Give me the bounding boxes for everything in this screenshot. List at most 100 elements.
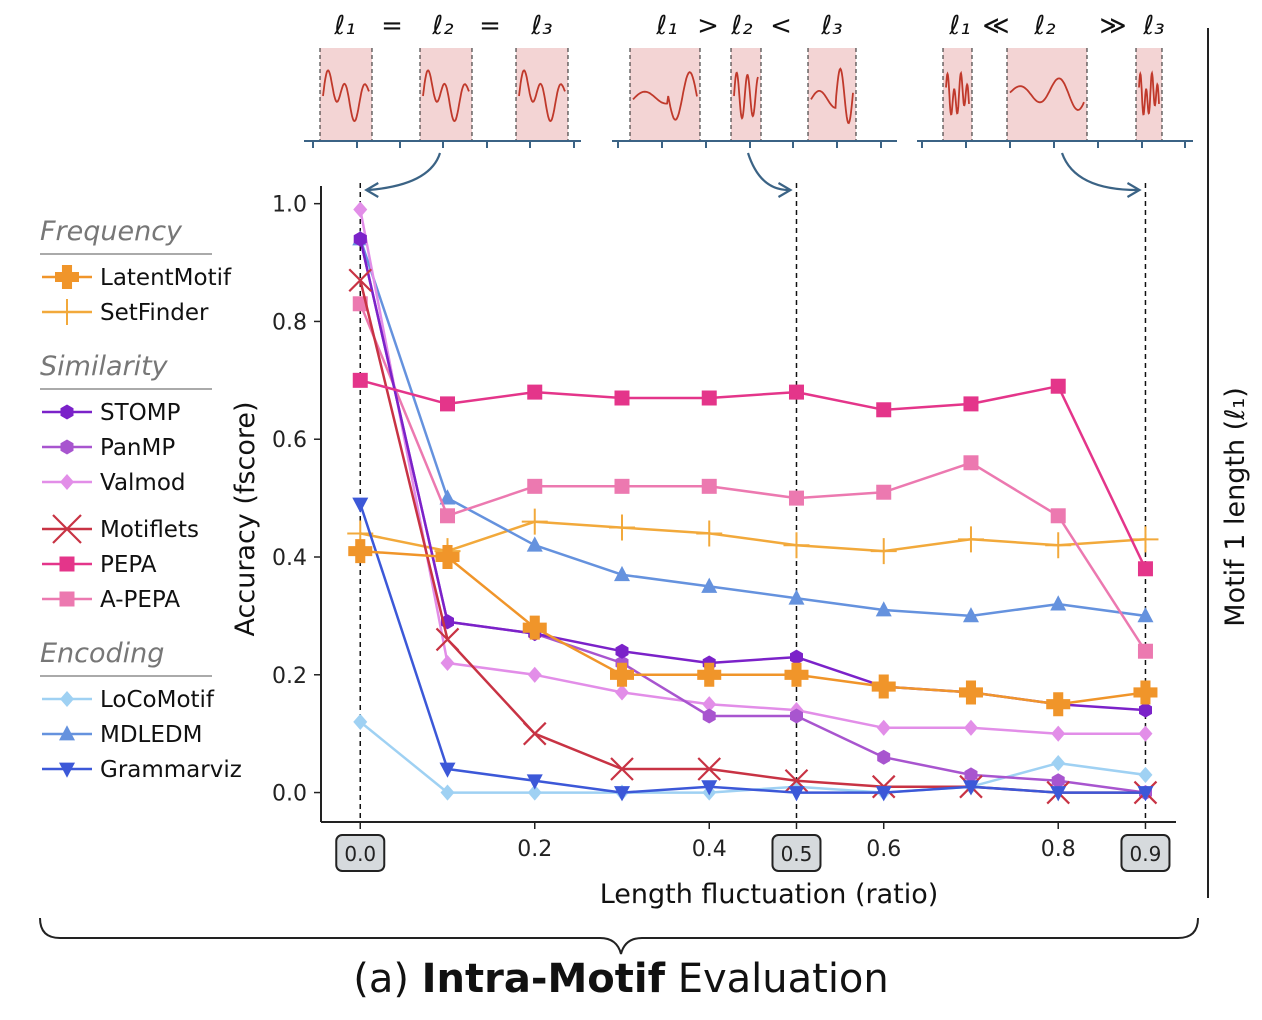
legend-label-panmp: PanMP bbox=[100, 435, 175, 461]
inset-2: ℓ₁ > ℓ₂ < ℓ₃ bbox=[612, 11, 897, 198]
series-locomotif bbox=[353, 713, 1153, 801]
legend-marker-grammarviz bbox=[59, 762, 75, 778]
legend-label-motiflets: Motiflets bbox=[100, 517, 199, 543]
point-stomp-3 bbox=[615, 643, 629, 659]
legend-group-frequency: Frequency bbox=[40, 216, 183, 247]
point-latentmotif-7 bbox=[958, 680, 983, 705]
axes bbox=[320, 186, 1176, 823]
inset-1-motif-window-1 bbox=[320, 48, 372, 140]
point-setfinder-9 bbox=[1132, 526, 1159, 553]
motif-length-insets: ℓ₁ = ℓ₂ = ℓ₃ ℓ₁ > ℓ₂ < ℓ₃ ℓ₁ ≪ ℓ₂ ≫ ℓ₃ bbox=[304, 11, 1193, 198]
point-setfinder-7 bbox=[957, 526, 984, 553]
point-setfinder-2 bbox=[521, 508, 548, 535]
point-grammarviz-8 bbox=[1050, 786, 1067, 802]
point-pepa-8 bbox=[1050, 378, 1066, 394]
legend-label-pepa: PEPA bbox=[100, 552, 157, 578]
x-tick-box-0-0 bbox=[335, 834, 386, 872]
inset-2-arrow bbox=[746, 152, 789, 192]
y-axis-label: Accuracy (fscore) bbox=[230, 402, 261, 637]
y-tick-label-0-8: 0.8 bbox=[272, 310, 307, 335]
point-pepa-7 bbox=[963, 396, 979, 412]
series-line-latentmotif bbox=[360, 549, 1146, 706]
series-line-a-pepa bbox=[359, 303, 1147, 652]
point-valmod-8 bbox=[1051, 725, 1066, 742]
point-latentmotif-1 bbox=[435, 545, 460, 570]
right-axis-label: Motif 1 length (ℓ₁) bbox=[1220, 387, 1251, 626]
point-locomotif-0 bbox=[353, 713, 368, 730]
legend-marker-pepa bbox=[59, 556, 75, 572]
x-tick-label-0-9: 0.9 bbox=[1130, 842, 1162, 866]
point-latentmotif-4 bbox=[697, 662, 722, 687]
inset-2-expr-1: > bbox=[697, 11, 719, 41]
series-mdledm bbox=[352, 230, 1154, 623]
y-tick-label-0-0: 0.0 bbox=[272, 782, 307, 807]
point-grammarviz-1 bbox=[439, 762, 456, 778]
series-a-pepa bbox=[352, 296, 1153, 659]
point-a-pepa-5 bbox=[788, 490, 804, 506]
point-pepa-4 bbox=[701, 390, 717, 406]
inset-3-motif-window-1 bbox=[943, 48, 972, 140]
point-mdledm-8 bbox=[1050, 595, 1067, 611]
point-pepa-0 bbox=[352, 372, 368, 388]
inset-3-signal-1 bbox=[945, 70, 970, 116]
inset-1-motif-window-3 bbox=[516, 48, 568, 140]
point-latentmotif-2 bbox=[522, 615, 547, 640]
legend-group-encoding: Encoding bbox=[40, 638, 164, 669]
inset-1: ℓ₁ = ℓ₂ = ℓ₃ bbox=[304, 11, 581, 198]
point-mdledm-6 bbox=[875, 601, 892, 617]
point-stomp-9 bbox=[1139, 702, 1152, 718]
point-panmp-8 bbox=[1051, 773, 1065, 789]
legend-label-mdledm: MDLEDM bbox=[100, 722, 202, 748]
point-grammarviz-9 bbox=[1137, 786, 1154, 802]
inset-3-signal-2 bbox=[1009, 77, 1085, 111]
point-panmp-6 bbox=[877, 749, 891, 765]
point-mdledm-5 bbox=[788, 589, 805, 605]
legend-item-mdledm: MDLEDM bbox=[42, 722, 202, 748]
point-pepa-6 bbox=[876, 402, 892, 418]
inset-3-expr-0: ℓ₁ bbox=[948, 11, 970, 41]
x-tick-label-0-0: 0.0 bbox=[344, 842, 376, 866]
inset-3-expr-4: ℓ₃ bbox=[1142, 11, 1164, 41]
x-tick-label-0-6: 0.6 bbox=[866, 837, 901, 862]
point-a-pepa-7 bbox=[963, 455, 979, 471]
point-stomp-0 bbox=[353, 231, 367, 247]
legend-group-similarity: Similarity bbox=[40, 351, 169, 382]
series-panmp bbox=[353, 231, 1152, 801]
inset-1-motif-window-2 bbox=[420, 48, 472, 140]
point-valmod-0 bbox=[353, 201, 368, 218]
legend-item-grammarviz: Grammarviz bbox=[42, 757, 242, 783]
point-setfinder-3 bbox=[608, 514, 635, 541]
point-pepa-9 bbox=[1137, 561, 1153, 577]
series-motiflets bbox=[348, 268, 1158, 805]
point-setfinder-4 bbox=[696, 520, 723, 547]
inset-1-expr-4: ℓ₃ bbox=[530, 11, 552, 41]
legend-marker-mdledm bbox=[59, 725, 75, 741]
series-line-mdledm bbox=[359, 238, 1146, 618]
y-tick-label-0-6: 0.6 bbox=[272, 428, 307, 453]
point-setfinder-6 bbox=[870, 538, 897, 565]
point-grammarviz-6 bbox=[875, 786, 892, 802]
x-tick-box-0-5 bbox=[771, 834, 822, 872]
inset-3-signal-3 bbox=[1138, 70, 1160, 116]
legend-item-setfinder: SetFinder bbox=[42, 299, 209, 326]
legend-label-valmod: Valmod bbox=[100, 470, 186, 496]
point-motiflets-5 bbox=[784, 769, 809, 793]
legend-label-latentmotif: LatentMotif bbox=[100, 265, 232, 291]
point-motiflets-3 bbox=[610, 757, 634, 781]
legend-marker-setfinder bbox=[54, 299, 80, 325]
point-valmod-9 bbox=[1138, 725, 1153, 742]
point-motiflets-4 bbox=[697, 757, 722, 781]
point-motiflets-2 bbox=[522, 721, 547, 746]
inset-3: ℓ₁ ≪ ℓ₂ ≫ ℓ₃ bbox=[917, 11, 1193, 198]
inset-1-signal-2 bbox=[422, 69, 470, 123]
caption-bold: Intra-Motif bbox=[422, 956, 666, 1002]
point-grammarviz-7 bbox=[962, 780, 979, 796]
series-stomp bbox=[353, 231, 1152, 718]
point-mdledm-3 bbox=[613, 565, 630, 582]
point-locomotif-9 bbox=[1138, 766, 1153, 783]
point-grammarviz-4 bbox=[701, 780, 718, 796]
legend-marker-motiflets bbox=[52, 514, 82, 544]
inset-1-arrowhead bbox=[364, 182, 379, 198]
inset-2-motif-window-1 bbox=[630, 48, 700, 140]
point-valmod-7 bbox=[963, 719, 978, 736]
